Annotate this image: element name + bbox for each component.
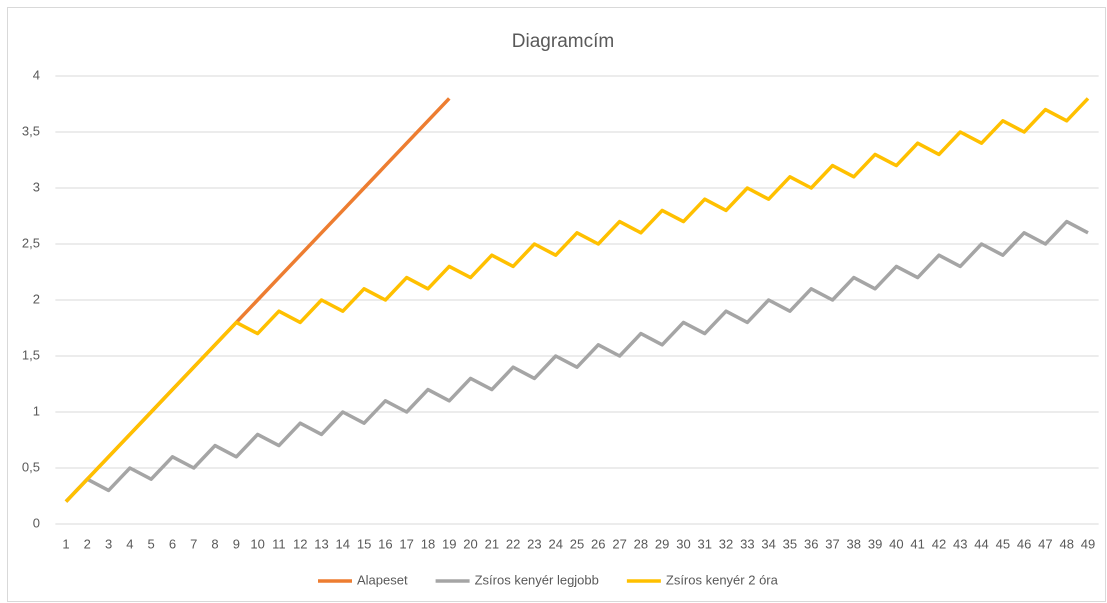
series-line — [64, 97, 1090, 503]
x-tick-label: 24 — [548, 536, 562, 551]
x-tick-label: 35 — [783, 536, 797, 551]
x-tick-label: 47 — [1038, 536, 1052, 551]
x-tick-label: 9 — [233, 536, 240, 551]
y-tick-label: 0 — [33, 515, 40, 530]
x-tick-label: 33 — [740, 536, 754, 551]
y-tick-label: 2 — [33, 291, 40, 306]
x-tick-label: 12 — [293, 536, 307, 551]
x-tick-label: 1 — [62, 536, 69, 551]
x-tick-label: 27 — [612, 536, 626, 551]
legend-label: Alapeset — [357, 572, 408, 587]
x-tick-label: 29 — [655, 536, 669, 551]
x-tick-label: 45 — [996, 536, 1010, 551]
x-tick-label: 3 — [105, 536, 112, 551]
x-tick-label: 43 — [953, 536, 967, 551]
x-tick-label: 10 — [250, 536, 264, 551]
y-tick-label: 2,5 — [22, 235, 40, 250]
x-tick-label: 20 — [463, 536, 477, 551]
chart-border — [7, 7, 1106, 602]
x-tick-label: 46 — [1017, 536, 1031, 551]
x-tick-label: 11 — [272, 536, 286, 551]
x-tick-label: 40 — [889, 536, 903, 551]
x-tick-label: 13 — [314, 536, 328, 551]
x-tick-label: 16 — [378, 536, 392, 551]
legend-label: Zsíros kenyér 2 óra — [666, 572, 779, 587]
y-tick-label: 4 — [33, 67, 40, 82]
y-tick-label: 1 — [33, 403, 40, 418]
x-tick-label: 37 — [825, 536, 839, 551]
x-tick-label: 14 — [336, 536, 350, 551]
x-tick-label: 2 — [84, 536, 91, 551]
x-tick-label: 34 — [761, 536, 775, 551]
x-tick-label: 21 — [485, 536, 499, 551]
x-tick-label: 4 — [126, 536, 133, 551]
x-tick-label: 31 — [698, 536, 712, 551]
y-tick-label: 1,5 — [22, 347, 40, 362]
x-tick-label: 19 — [442, 536, 456, 551]
x-tick-label: 38 — [847, 536, 861, 551]
x-tick-label: 28 — [634, 536, 648, 551]
x-tick-label: 5 — [148, 536, 155, 551]
x-tick-label: 22 — [506, 536, 520, 551]
x-tick-label: 30 — [676, 536, 690, 551]
x-tick-label: 36 — [804, 536, 818, 551]
x-tick-label: 6 — [169, 536, 176, 551]
x-tick-label: 18 — [421, 536, 435, 551]
series-line — [64, 219, 1089, 503]
legend-label: Zsíros kenyér legjobb — [475, 572, 599, 587]
chart-title: Diagramcím — [512, 31, 614, 52]
x-tick-label: 17 — [399, 536, 413, 551]
y-tick-label: 3 — [33, 179, 40, 194]
x-tick-label: 48 — [1059, 536, 1073, 551]
x-tick-label: 49 — [1081, 536, 1095, 551]
x-tick-label: 41 — [910, 536, 924, 551]
y-tick-label: 0,5 — [22, 459, 40, 474]
x-tick-label: 23 — [527, 536, 541, 551]
x-tick-label: 26 — [591, 536, 605, 551]
x-tick-label: 25 — [570, 536, 584, 551]
x-tick-label: 32 — [719, 536, 733, 551]
x-tick-label: 39 — [868, 536, 882, 551]
x-tick-label: 15 — [357, 536, 371, 551]
y-tick-label: 3,5 — [22, 123, 40, 138]
x-tick-label: 8 — [211, 536, 218, 551]
x-tick-label: 42 — [932, 536, 946, 551]
x-tick-label: 44 — [974, 536, 988, 551]
x-tick-label: 7 — [190, 536, 197, 551]
